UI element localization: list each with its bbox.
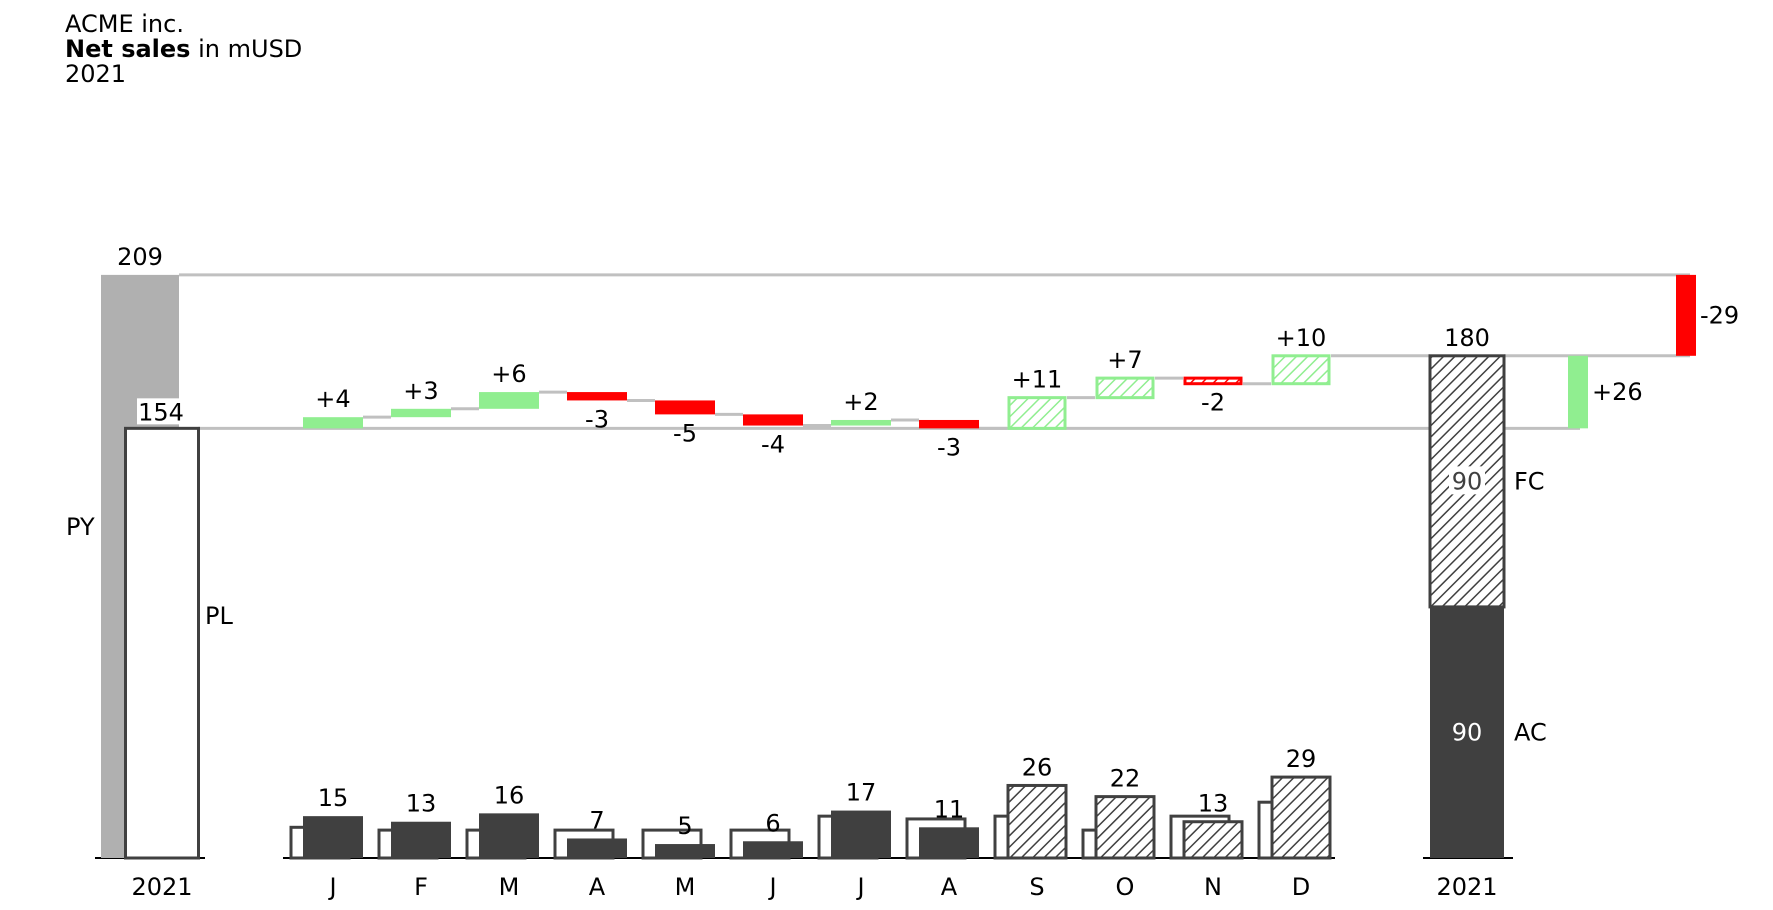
month-value-label: 11	[934, 795, 965, 823]
month-category-label: N	[1204, 873, 1222, 901]
month-value-label: 26	[1022, 753, 1053, 781]
month-category-label: F	[414, 873, 428, 901]
month-variance-label: -3	[937, 433, 961, 461]
month-category-label: D	[1292, 873, 1310, 901]
plan-total-bar	[124, 426, 200, 860]
month-value-label: 13	[406, 790, 437, 818]
month-variance-bar	[567, 392, 627, 401]
total-actual-bar	[1430, 606, 1504, 858]
company-name: ACME inc.	[65, 10, 184, 38]
month-category-label: A	[941, 873, 958, 901]
month-variance-bar	[655, 400, 715, 415]
month-category-label: J	[855, 873, 864, 901]
month-actual-bar	[567, 838, 627, 858]
month-value-label: 5	[677, 812, 692, 840]
left-total-category-label: 2021	[131, 873, 192, 901]
month-actual-bar	[743, 841, 803, 858]
month-variance-label: +11	[1012, 366, 1063, 394]
measure-name: Net sales	[65, 35, 191, 63]
month-variance-label: +6	[491, 360, 526, 388]
month-variance-label: +3	[403, 377, 438, 405]
month-variance-bar	[1095, 376, 1155, 400]
month-variance-label: -5	[673, 419, 697, 447]
month-variance-bar	[919, 419, 979, 429]
month-variance-bar	[743, 414, 803, 426]
measure-title: Net sales in mUSD	[65, 35, 302, 63]
month-category-label: J	[767, 873, 776, 901]
month-category-label: J	[327, 873, 336, 901]
month-actual-bar	[655, 844, 715, 858]
month-category-label: A	[589, 873, 606, 901]
variance-vs-plan-bar	[1568, 355, 1588, 429]
total-forecast-bar	[1428, 354, 1506, 609]
month-category-label: M	[499, 873, 520, 901]
measure-unit: in mUSD	[198, 35, 303, 63]
month-forecast-bar	[1182, 820, 1244, 860]
month-variance-label: +4	[315, 385, 350, 413]
month-variance-label: +2	[843, 388, 878, 416]
period-title: 2021	[65, 60, 127, 88]
month-variance-bar	[1007, 396, 1067, 430]
month-value-label: 6	[765, 809, 780, 837]
month-forecast-bar	[1006, 783, 1068, 860]
month-variance-label: -3	[585, 405, 609, 433]
right-total-category-label: 2021	[1436, 873, 1497, 901]
month-value-label: 22	[1110, 765, 1141, 793]
month-value-label: 13	[1198, 790, 1229, 818]
month-value-label: 7	[589, 806, 604, 834]
month-actual-bar	[303, 816, 363, 858]
month-variance-label: -4	[761, 431, 785, 459]
month-variance-label: -2	[1201, 389, 1225, 417]
month-category-label: M	[675, 873, 696, 901]
variance-vs-py-label: -29	[1700, 301, 1739, 329]
month-variance-bar	[1183, 376, 1243, 386]
previous-year-value-label: 209	[117, 243, 163, 271]
month-variance-bar	[391, 408, 451, 418]
month-variance-label: +7	[1107, 346, 1142, 374]
total-value-label: 180	[1444, 324, 1490, 352]
month-variance-bar	[831, 419, 891, 426]
plan-value-label: 154	[138, 398, 184, 426]
forecast-value-label: 90	[1452, 467, 1483, 495]
month-category-label: S	[1029, 873, 1044, 901]
variance-vs-py-bar	[1676, 274, 1696, 356]
actual-value-label: 90	[1452, 718, 1483, 746]
month-actual-bar	[919, 827, 979, 858]
plan-scenario-label: PL	[205, 602, 233, 630]
month-value-label: 15	[318, 784, 349, 812]
plan-value-label-bg	[137, 398, 185, 425]
forecast-scenario-label: FC	[1514, 467, 1545, 495]
variance-vs-plan-label: +26	[1592, 378, 1643, 406]
month-actual-bar	[831, 810, 891, 858]
forecast-value-label-bg	[1449, 466, 1485, 495]
month-variance-bar	[479, 392, 539, 409]
month-variance-bar	[1271, 354, 1331, 386]
month-value-label: 16	[494, 781, 525, 809]
month-value-label: 17	[846, 779, 877, 807]
month-forecast-bar	[1270, 775, 1332, 860]
month-variance-label: +10	[1276, 324, 1327, 352]
actual-scenario-label: AC	[1514, 718, 1547, 746]
month-actual-bar	[391, 821, 451, 858]
month-variance-bar	[303, 417, 363, 429]
month-category-label: O	[1116, 873, 1135, 901]
month-value-label: 29	[1286, 745, 1317, 773]
month-actual-bar	[479, 813, 539, 858]
previous-year-scenario-label: PY	[66, 513, 95, 541]
month-forecast-bar	[1094, 795, 1156, 860]
